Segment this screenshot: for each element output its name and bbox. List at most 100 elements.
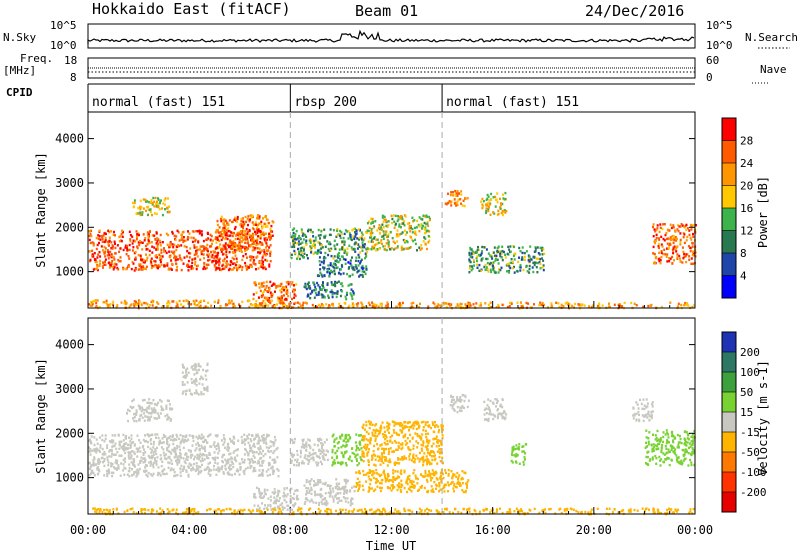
echo-cell: [310, 478, 313, 481]
echo-cell: [363, 270, 366, 273]
echo-cell: [296, 460, 298, 464]
echo-cell: [160, 263, 163, 267]
echo-cell: [458, 304, 461, 308]
echo-cell: [305, 448, 308, 452]
echo-cell: [293, 249, 296, 253]
echo-cell: [334, 247, 337, 251]
echo-cell: [202, 440, 205, 443]
echo-cell: [347, 501, 350, 504]
echo-cell: [378, 227, 381, 231]
echo-cell: [420, 421, 423, 424]
echo-cell: [308, 239, 311, 242]
echo-cell: [168, 457, 171, 460]
echo-cell: [306, 498, 309, 502]
echo-cell: [180, 464, 183, 468]
echo-cell: [269, 445, 272, 448]
echo-cell: [264, 302, 267, 305]
echo-cell: [660, 243, 663, 246]
echo-cell: [401, 301, 404, 305]
echo-cell: [137, 472, 140, 475]
echo-cell: [225, 460, 228, 463]
echo-cell: [204, 438, 206, 442]
echo-cell: [127, 255, 130, 258]
echo-cell: [413, 219, 416, 222]
echo-cell: [400, 304, 403, 307]
echo-cell: [261, 437, 264, 440]
echo-cell: [445, 306, 448, 309]
echo-cell: [234, 217, 237, 220]
echo-cell: [292, 231, 295, 235]
echo-cell: [437, 425, 440, 428]
echo-cell: [94, 448, 97, 451]
echo-cell: [492, 268, 495, 271]
echo-cell: [198, 448, 201, 451]
echo-cell: [244, 448, 247, 452]
echo-cell: [176, 303, 179, 306]
echo-cell: [185, 371, 188, 374]
echo-cell: [139, 414, 142, 417]
echo-cell: [153, 403, 156, 406]
echo-cell: [380, 424, 383, 427]
echo-cell: [156, 202, 159, 206]
echo-cell: [344, 451, 347, 454]
echo-cell: [256, 304, 259, 307]
echo-cell: [168, 461, 171, 465]
echo-cell: [345, 253, 348, 256]
echo-cell: [358, 440, 361, 443]
echo-cell: [166, 206, 168, 210]
echo-cell: [431, 469, 434, 472]
echo-cell: [395, 431, 398, 435]
echo-cell: [151, 234, 154, 237]
echo-cell: [168, 250, 171, 253]
echo-cell: [253, 442, 255, 446]
echo-cell: [148, 233, 150, 236]
echo-cell: [161, 207, 164, 210]
echo-cell: [173, 234, 176, 237]
echo-cell: [98, 229, 101, 232]
echo-cell: [274, 438, 277, 442]
echo-cell: [142, 453, 145, 456]
echo-cell: [418, 246, 421, 249]
echo-cell: [192, 299, 195, 303]
echo-cell: [257, 230, 260, 233]
echo-cell: [420, 486, 423, 489]
echo-cell: [196, 456, 199, 459]
echo-cell: [542, 259, 545, 262]
echo-cell: [314, 246, 316, 249]
echo-cell: [258, 489, 261, 493]
echo-cell: [272, 282, 275, 285]
echo-cell: [411, 456, 414, 460]
echo-cell: [396, 229, 399, 232]
echo-cell: [362, 244, 365, 248]
echo-cell: [334, 272, 336, 276]
echo-cell: [485, 203, 488, 206]
echo-cell: [690, 257, 693, 260]
echo-cell: [261, 502, 264, 505]
echo-cell: [346, 251, 349, 255]
echo-cell: [310, 246, 313, 250]
echo-cell: [98, 251, 101, 254]
echo-cell: [268, 289, 271, 292]
echo-cell: [98, 306, 101, 309]
echo-cell: [424, 432, 427, 436]
echo-cell: [304, 501, 307, 504]
echo-cell: [508, 269, 511, 273]
echo-cell: [351, 229, 354, 232]
echo-cell: [489, 254, 492, 257]
echo-cell: [420, 438, 423, 441]
echo-cell: [267, 249, 270, 252]
echo-cell: [175, 262, 177, 265]
echo-cell: [320, 273, 323, 276]
echo-cell: [489, 261, 492, 265]
echo-cell: [215, 231, 218, 234]
echo-cell: [178, 299, 181, 303]
echo-cell: [387, 223, 390, 227]
echo-cell: [598, 302, 601, 305]
echo-cell: [654, 241, 657, 245]
echo-cell: [137, 253, 140, 257]
echo-cell: [665, 231, 668, 235]
echo-cell: [297, 240, 300, 243]
echo-cell: [407, 247, 409, 250]
echo-cell: [285, 291, 288, 294]
echo-cell: [212, 239, 214, 242]
